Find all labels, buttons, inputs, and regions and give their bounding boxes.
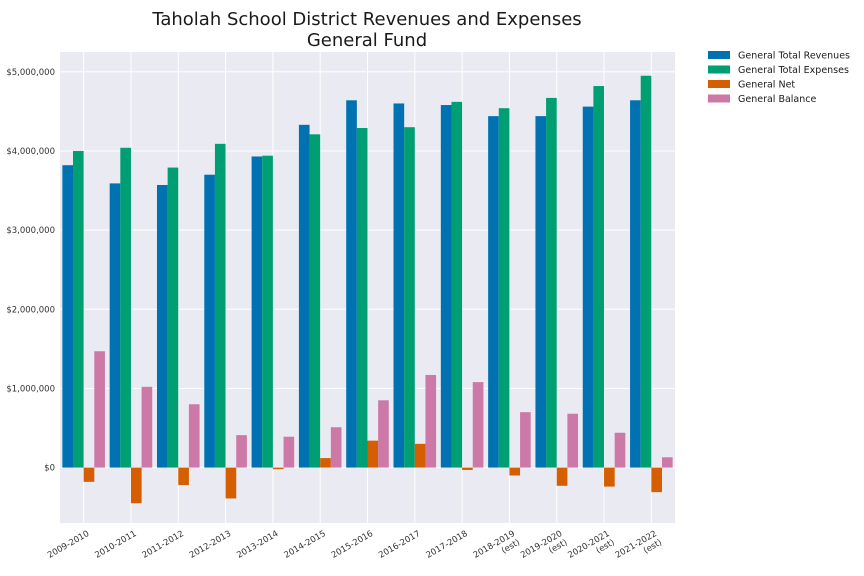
bar [425, 374, 437, 468]
x-tick-label: 2021-2022(est) [614, 529, 664, 569]
y-tick-label: $5,000,000 [6, 68, 55, 78]
legend-label: General Balance [738, 94, 817, 105]
bar [393, 103, 405, 468]
chart-subtitle: General Fund [307, 30, 427, 51]
bar [262, 155, 273, 468]
bar [167, 167, 179, 468]
bar [130, 467, 142, 504]
legend-label: General Total Expenses [738, 65, 849, 76]
x-tick-label: 2013-2014 [235, 529, 280, 561]
x-tick-label-line: 2012-2013 [188, 529, 233, 561]
bar [472, 382, 484, 468]
legend-label: General Total Revenues [738, 51, 850, 62]
y-tick-label: $0 [44, 464, 55, 474]
bar [567, 413, 579, 468]
x-tick-label-line: 2010-2011 [93, 529, 138, 561]
bar [73, 150, 84, 468]
x-tick-label: 2012-2013 [188, 529, 233, 561]
bar [309, 134, 321, 468]
x-tick-label: 2017-2018 [424, 529, 469, 561]
x-tick-label: 2009-2010 [46, 529, 91, 561]
bar [604, 467, 615, 487]
bar [661, 457, 673, 468]
bar [156, 184, 168, 468]
bar [462, 467, 473, 470]
bar [83, 467, 95, 482]
y-tick-label: $1,000,000 [6, 384, 55, 394]
bar [320, 458, 331, 468]
x-tick-label-line: 2011-2012 [141, 529, 186, 561]
bar [251, 156, 263, 468]
y-tick-label: $4,000,000 [6, 147, 55, 157]
y-axis: $0 $1,000,000 $2,000,000 $3,000,000 $4,000,0… [6, 68, 55, 474]
bar [630, 100, 641, 468]
x-tick-label-line: 2016-2017 [377, 529, 422, 561]
bar [451, 101, 463, 468]
bar [378, 400, 389, 468]
bar [214, 143, 226, 468]
bar [62, 165, 74, 468]
x-tick-label: 2020-2021(est) [566, 529, 616, 569]
bar [509, 467, 521, 476]
bar [141, 386, 153, 468]
x-tick-label: 2014-2015 [283, 529, 328, 561]
bar [535, 116, 547, 468]
bar [283, 436, 295, 468]
bar [236, 435, 247, 468]
bar [488, 116, 499, 468]
bar [404, 127, 415, 468]
legend-label: General Net [738, 80, 795, 91]
bar [367, 440, 379, 468]
x-tick-label-line: 2017-2018 [424, 529, 469, 561]
legend: General Total Revenues General Total Expe… [708, 51, 850, 105]
legend-swatch [708, 94, 730, 103]
legend-swatch [708, 51, 730, 59]
bar [356, 127, 368, 468]
bar [414, 443, 426, 468]
bar [178, 467, 189, 486]
bar [520, 412, 531, 468]
bar [556, 467, 568, 486]
bar [298, 124, 310, 468]
bar [593, 86, 605, 468]
x-tick-label: 2019-2020(est) [519, 529, 569, 569]
x-tick-label-line: 2013-2014 [235, 529, 280, 561]
bar [346, 100, 357, 468]
bar [204, 174, 215, 468]
bar [546, 97, 557, 468]
bar [109, 183, 121, 468]
y-tick-label: $3,000,000 [6, 226, 55, 236]
bar [94, 351, 105, 468]
x-axis: 2009-2010 2010-2011 2011-2012 2012-2013 2013… [46, 529, 664, 569]
x-tick-label: 2010-2011 [93, 529, 138, 561]
bar [614, 432, 626, 468]
bar [582, 106, 594, 468]
x-tick-label-line: 2015-2016 [330, 529, 375, 561]
bar [651, 467, 662, 493]
bar [498, 108, 510, 468]
bar [640, 75, 652, 468]
x-tick-label: 2011-2012 [141, 529, 186, 561]
bar [188, 404, 200, 468]
x-tick-label: 2015-2016 [330, 529, 375, 561]
chart-title: Taholah School District Revenues and Exp… [151, 9, 581, 30]
bar [440, 105, 452, 468]
bar [120, 147, 131, 468]
x-tick-label-line: 2014-2015 [283, 529, 328, 561]
bars [62, 75, 673, 504]
bar [272, 467, 284, 470]
x-tick-label-line: 2009-2010 [46, 529, 91, 561]
bar [225, 467, 237, 499]
legend-swatch [708, 80, 730, 88]
x-tick-label: 2016-2017 [377, 529, 422, 561]
legend-swatch [708, 65, 730, 74]
x-tick-label: 2018-2019(est) [472, 529, 522, 569]
y-tick-label: $2,000,000 [6, 305, 55, 315]
bar [330, 427, 342, 468]
